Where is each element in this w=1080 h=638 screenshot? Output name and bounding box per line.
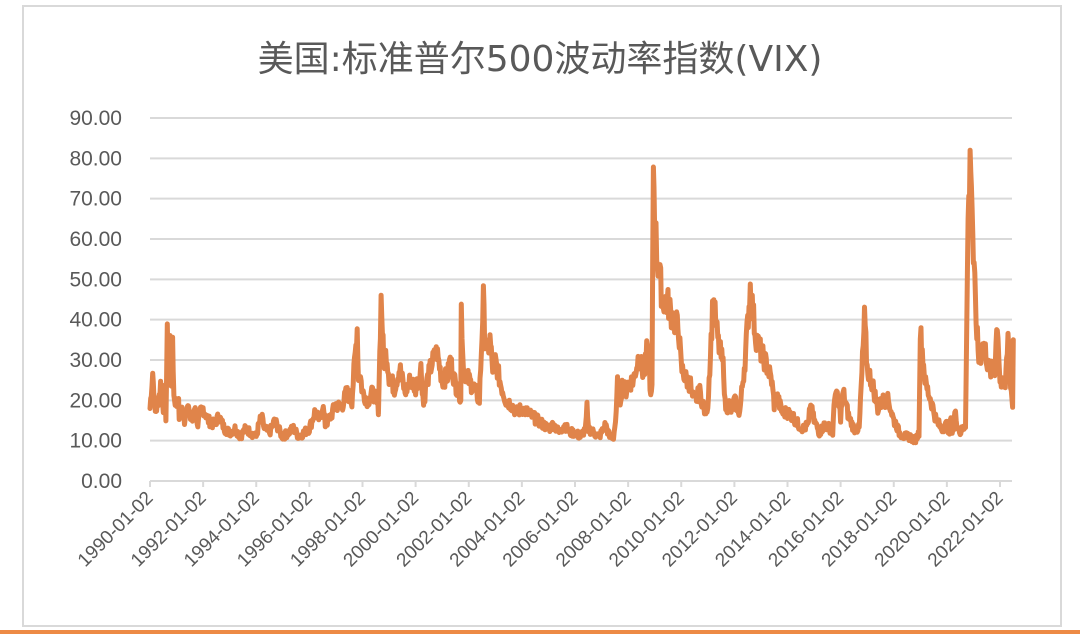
y-tick-label: 60.00	[69, 228, 122, 251]
y-tick-label: 40.00	[69, 309, 122, 332]
vix-line	[147, 147, 1016, 446]
y-axis-labels: 0.00 10.00 20.00 30.00 40.00 50.00 60.00 70.00 8…	[69, 107, 122, 493]
y-tick-label: 0.00	[81, 470, 122, 493]
chart-frame	[22, 5, 1062, 627]
y-tick-label: 20.00	[69, 389, 122, 412]
y-tick-label: 90.00	[69, 107, 122, 130]
y-tick-label: 80.00	[69, 147, 122, 170]
gridlines	[150, 117, 1012, 442]
y-tick-label: 50.00	[69, 268, 122, 291]
bottom-accent-rule	[0, 630, 1080, 634]
x-axis: 1990-01-021992-01-021994-01-021996-01-02…	[74, 480, 1012, 571]
chart-title: 美国:标准普尔500波动率指数(VIX)	[257, 39, 823, 80]
vix-series-line	[147, 147, 1016, 446]
y-tick-label: 10.00	[69, 430, 122, 453]
y-tick-label: 30.00	[69, 349, 122, 372]
y-tick-label: 70.00	[69, 188, 122, 211]
